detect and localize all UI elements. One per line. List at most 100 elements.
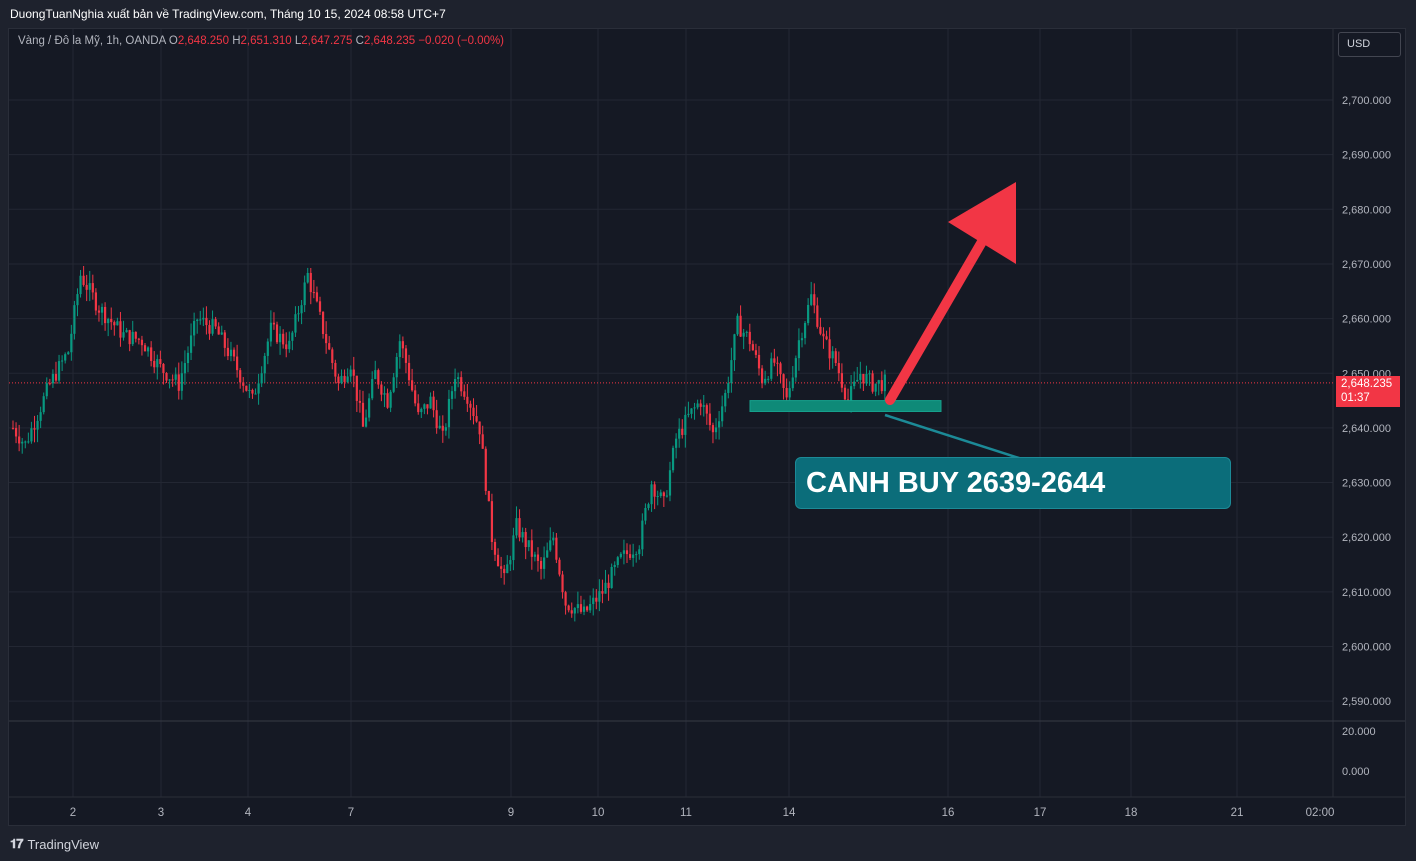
volume-axis-labels: 20.000 0.000 [1342,726,1376,778]
candle-body [521,532,524,538]
tradingview-logo[interactable]: 𝟏𝟕 TradingView [10,836,99,852]
candle-body [389,391,392,408]
candle-body [54,373,58,381]
arrow-head [948,181,1016,264]
candle-body [64,354,67,361]
candle-body [208,325,211,334]
candle-body [239,370,242,383]
candle-body [524,532,527,548]
candle-body [196,319,199,321]
candle-body [831,351,834,359]
last-price-value: 2,648.235 [1341,378,1393,390]
candle-body [656,495,659,497]
candle-body [622,550,626,554]
candle-body [635,554,638,556]
candle-body [662,492,665,497]
candle-body [536,554,540,561]
candle-body [364,417,368,427]
candle-body [343,375,346,382]
price-tick-label: 2,670.000 [1342,259,1391,271]
candle-body [269,322,272,342]
candle-body [288,340,291,350]
candle-body [263,355,266,374]
candle-body [840,373,843,388]
candle-body [318,301,322,312]
candle-body [91,283,94,293]
candle-body [779,363,782,375]
candle-body [358,400,362,403]
candle-body [346,376,349,382]
candle-body [773,358,776,363]
candle-body [843,387,847,400]
candle-body [73,305,76,334]
candle-body [306,272,309,283]
candle-body [257,383,260,394]
price-tick-label: 2,700.000 [1342,95,1391,107]
price-tick-label: 2,640.000 [1342,423,1391,435]
candle-body [484,448,487,491]
buy-zone-rectangle[interactable] [749,400,942,413]
candle-body [76,294,79,306]
candle-body [140,339,144,346]
candle-body [386,393,389,408]
candle-body [349,369,352,377]
candle-body [601,591,604,594]
chart-frame[interactable] [8,28,1406,826]
candle-body [134,331,137,339]
candle-body [180,373,183,391]
candlesticks [11,265,886,622]
candle-body [791,377,794,389]
buy-annotation-label[interactable]: CANH BUY 2639-2644 [795,457,1231,509]
annotation-pointer-line [884,413,1023,461]
time-tick-label: 4 [245,807,252,819]
candle-body [533,554,536,557]
price-tick-label: 2,610.000 [1342,587,1391,599]
candle-body [232,349,236,357]
candle-body [595,597,598,602]
candle-body [30,428,33,442]
candle-body [810,294,813,305]
price-tick-label: 2,680.000 [1342,204,1391,216]
candle-body [604,582,607,594]
candle-body [168,379,171,381]
candle-body [122,332,125,338]
candle-body [850,386,853,401]
candle-body [797,340,801,359]
candle-body [619,553,622,558]
candle-body [687,413,690,415]
candle-body [708,413,711,426]
candle-body [294,314,297,333]
candle-body [776,362,779,364]
currency-button[interactable]: USD [1338,32,1401,57]
candle-body [150,347,153,361]
candle-body [119,321,122,338]
candle-body [665,495,669,497]
candle-body [417,403,420,413]
candle-body [278,333,282,343]
upward-projection-arrow[interactable] [885,181,1016,405]
time-tick-label: 14 [783,807,796,819]
candle-body [552,537,555,541]
arrow-shaft [885,223,995,405]
candle-body [331,349,334,363]
symbol-name: Vàng / Đô la Mỹ, 1h, OANDA [18,35,166,47]
candle-body [819,326,822,334]
candle-body [104,306,107,324]
candle-body [214,319,217,327]
candle-body [272,322,276,325]
candle-body [555,537,558,560]
candle-body [800,338,804,341]
candle-body [880,380,883,392]
candle-body [260,373,263,384]
candle-body [794,358,797,378]
candle-body [110,318,113,323]
time-tick-label: 02:00 [1306,807,1335,819]
candle-body [285,344,288,350]
candle-body [70,333,73,353]
candle-body [785,387,788,398]
candle-body [205,317,208,326]
time-axis-labels: 2 3 4 7 9 10 11 14 16 17 18 21 02:00 [70,807,1335,819]
candle-body [828,339,831,359]
candle-body [641,520,644,550]
